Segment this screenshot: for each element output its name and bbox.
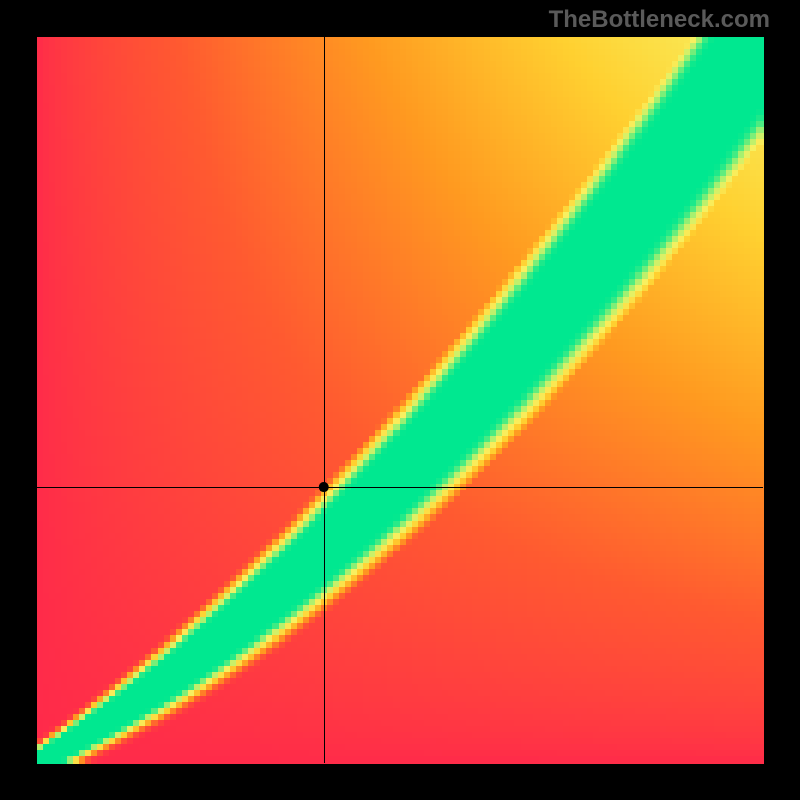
bottleneck-heatmap	[0, 0, 800, 800]
watermark-text: TheBottleneck.com	[549, 6, 770, 34]
chart-container: TheBottleneck.com	[0, 0, 800, 800]
